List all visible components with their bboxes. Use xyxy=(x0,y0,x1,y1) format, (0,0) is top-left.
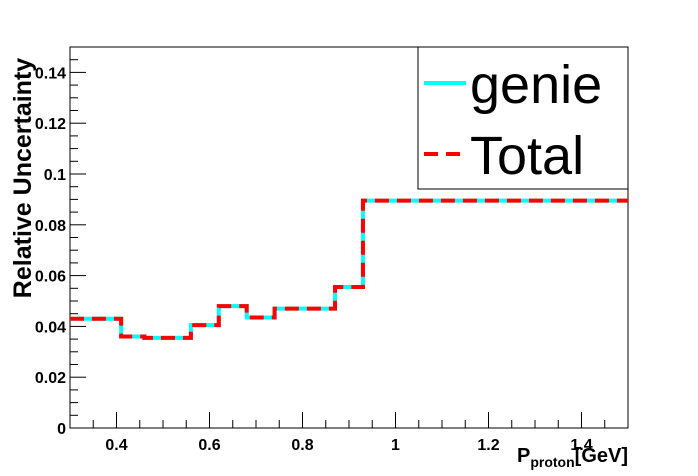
y-axis-title: Relative Uncertainty xyxy=(9,58,37,298)
x-tick-label: 0.4 xyxy=(105,437,127,454)
x-tick-label: 1.4 xyxy=(570,437,592,454)
y-tick-label: 0.14 xyxy=(35,65,66,82)
x-axis-title-main: P xyxy=(517,445,530,467)
y-tick-label: 0.12 xyxy=(35,116,66,133)
y-tick-label: 0.06 xyxy=(35,269,66,286)
x-axis-title-sub: proton xyxy=(530,454,574,470)
legend-box xyxy=(417,46,629,190)
y-tick-label: 0.04 xyxy=(35,319,66,336)
series-total-line xyxy=(70,198,628,340)
axis-ticks xyxy=(69,46,629,429)
tick-labels: 0.4 0.6 0.8 1 1.2 1.4 0 0.02 0.04 0.06 0.08 0.1 0.12… xyxy=(35,65,593,454)
x-tick-label: 1 xyxy=(391,437,400,454)
x-axis-title-unit: [GeV] xyxy=(575,445,628,467)
series-layer xyxy=(70,198,628,340)
legend: genie Total xyxy=(417,46,629,190)
y-tick-label: 0 xyxy=(57,421,66,438)
legend-genie-label: genie xyxy=(470,55,602,115)
x-tick-label: 1.2 xyxy=(477,437,499,454)
x-tick-label: 0.8 xyxy=(291,437,313,454)
x-axis-title: Pproton[GeV] xyxy=(517,445,628,470)
y-tick-label: 0.1 xyxy=(44,167,66,184)
series-genie-line xyxy=(70,198,628,340)
x-tick-label: 0.6 xyxy=(198,437,220,454)
legend-total-label: Total xyxy=(470,126,584,186)
y-tick-label: 0.02 xyxy=(35,370,66,387)
y-tick-label: 0.08 xyxy=(35,218,66,235)
